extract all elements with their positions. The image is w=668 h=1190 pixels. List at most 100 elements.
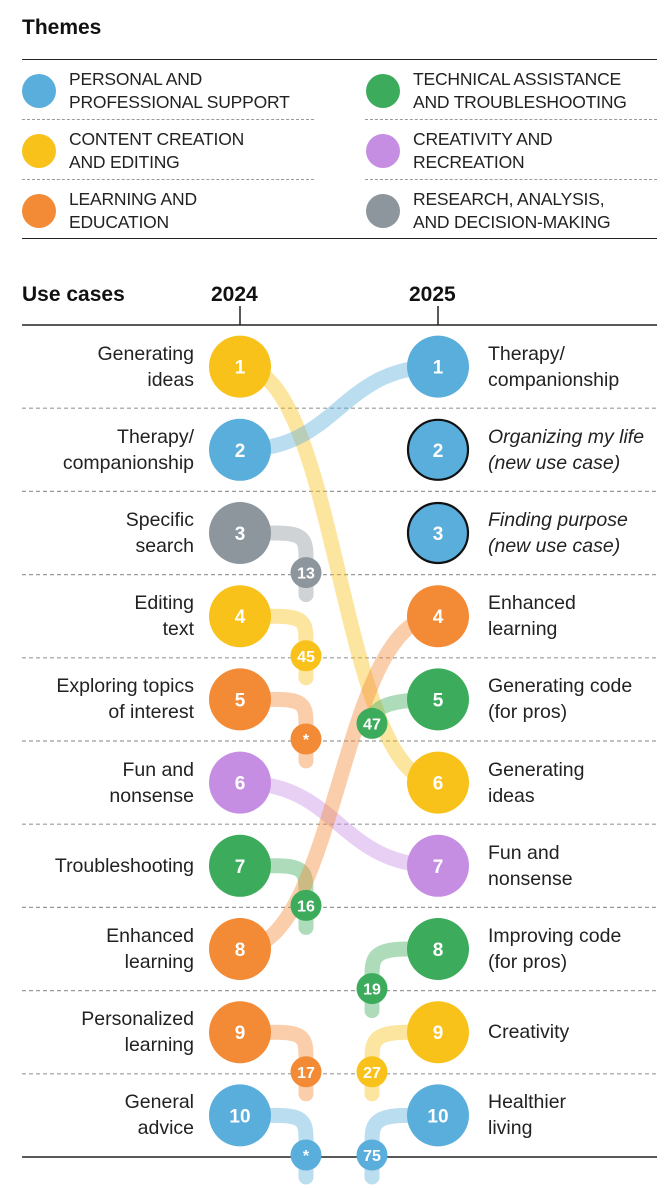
legend-label: CONTENT CREATION AND EDITING bbox=[69, 129, 245, 172]
rank-2025-number: 2 bbox=[433, 441, 444, 462]
rank-2024-number: 8 bbox=[235, 940, 246, 961]
rank-2024-number: 7 bbox=[235, 857, 246, 878]
use-case-2024-label: Enhanced learning bbox=[106, 925, 194, 973]
use-case-2024-label: Fun and nonsense bbox=[109, 758, 194, 807]
themes-bottom-rule bbox=[22, 238, 657, 239]
rank-2025-circle bbox=[407, 585, 469, 648]
year-2024-header: 2024 bbox=[211, 283, 258, 306]
grid-lines bbox=[22, 306, 657, 1158]
legend-swatch bbox=[22, 134, 56, 168]
rank-2025-badge bbox=[290, 640, 322, 672]
rank-2024-circle bbox=[209, 918, 271, 980]
use-case-2024-label: General advice bbox=[124, 1091, 194, 1140]
use-case-2025-label: Improving code (for pros) bbox=[488, 925, 622, 973]
use-case-2025-label: Healthier living bbox=[488, 1091, 567, 1140]
legend-label: TECHNICAL ASSISTANCE AND TROUBLESHOOTING bbox=[413, 69, 627, 112]
rank-2024-circle bbox=[209, 502, 271, 564]
legend-divider bbox=[22, 179, 314, 180]
rank-2024-badge bbox=[356, 1139, 388, 1171]
rank-2025-badge bbox=[290, 1056, 322, 1088]
legend-item-creativity: CREATIVITY AND RECREATION bbox=[366, 122, 666, 178]
rank-2024-badge-label: 27 bbox=[363, 1065, 381, 1082]
legend-divider bbox=[365, 119, 657, 120]
legend-swatch bbox=[366, 74, 400, 108]
rank-ribbons bbox=[232, 359, 446, 1185]
legend-label: CREATIVITY AND RECREATION bbox=[413, 129, 553, 172]
use-case-2025-label: Finding purpose (new use case) bbox=[488, 509, 628, 557]
rank-2025-badge-label: * bbox=[303, 1148, 310, 1165]
use-case-2025-label: Therapy/ companionship bbox=[488, 342, 620, 391]
rank-2025-badge-label: 16 bbox=[297, 898, 315, 915]
rank-ribbon bbox=[232, 608, 446, 957]
rank-2024-number: 2 bbox=[235, 441, 246, 462]
rank-2025-number: 6 bbox=[433, 774, 444, 795]
rank-2024-circle bbox=[209, 834, 271, 897]
rank-2025-circle bbox=[407, 1001, 469, 1064]
rank-2025-circle bbox=[407, 751, 469, 814]
rank-2024-circle bbox=[209, 585, 271, 648]
use-case-2025-label: Creativity bbox=[488, 1021, 570, 1044]
rank-2024-number: 1 bbox=[235, 358, 246, 379]
rank-2024-circle bbox=[209, 335, 271, 398]
rank-2025-badge-label: 45 bbox=[297, 649, 315, 666]
legend-label: PERSONAL AND PROFESSIONAL SUPPORT bbox=[69, 69, 290, 112]
rank-2025-number: 4 bbox=[433, 607, 444, 628]
rank-2025-circle bbox=[407, 335, 469, 398]
rank-2025-number: 9 bbox=[433, 1023, 444, 1044]
use-case-2025-label: Generating ideas bbox=[488, 758, 585, 807]
rank-2025-badge-label: 13 bbox=[297, 566, 315, 583]
rank-2024-number: 4 bbox=[235, 607, 246, 628]
rank-2025-circle bbox=[407, 834, 469, 897]
rank-2025-number: 1 bbox=[433, 358, 444, 379]
use-case-2024-label: Specific search bbox=[125, 509, 194, 557]
rank-2025-number: 7 bbox=[433, 857, 444, 878]
rank-2025-number: 8 bbox=[433, 940, 444, 961]
use-case-2024-label: Personalized learning bbox=[81, 1008, 194, 1057]
legend-divider bbox=[365, 179, 657, 180]
rank-2024-badge-label: 47 bbox=[363, 716, 381, 733]
legend-swatch bbox=[22, 194, 56, 228]
rank-2024-badge-label: 75 bbox=[363, 1148, 381, 1165]
legend-item-personal: PERSONAL AND PROFESSIONAL SUPPORT bbox=[22, 62, 322, 118]
use-case-2025-label: Organizing my life (new use case) bbox=[488, 425, 645, 474]
rank-2024-circle bbox=[209, 751, 271, 814]
rank-2024-number: 9 bbox=[235, 1023, 246, 1044]
rank-2025-number: 3 bbox=[433, 524, 444, 545]
rank-2024-circle bbox=[209, 668, 271, 731]
rank-2024-circle bbox=[209, 418, 271, 481]
rank-2024-circle bbox=[209, 1001, 271, 1064]
rank-2024-circle bbox=[209, 1084, 271, 1147]
rank-ribbon bbox=[232, 775, 446, 874]
legend-item-technical: TECHNICAL ASSISTANCE AND TROUBLESHOOTING bbox=[366, 62, 666, 118]
rank-2024-badge bbox=[356, 707, 388, 739]
rank-2024-badge bbox=[356, 1056, 388, 1088]
rank-2025-badge bbox=[290, 557, 322, 589]
rank-2025-badge-label: * bbox=[303, 732, 310, 749]
rank-2025-circle bbox=[407, 918, 469, 980]
rank-2025-badge bbox=[290, 1139, 322, 1171]
use-case-2024-label: Editing text bbox=[134, 592, 194, 641]
legend-item-learning: LEARNING AND EDUCATION bbox=[22, 182, 322, 238]
rank-2024-number: 10 bbox=[229, 1106, 250, 1127]
rank-2024-number: 5 bbox=[235, 690, 246, 711]
legend-item-research: RESEARCH, ANALYSIS, AND DECISION-MAKING bbox=[366, 182, 666, 238]
legend-label: LEARNING AND EDUCATION bbox=[69, 189, 197, 232]
use-case-2025-label: Generating code (for pros) bbox=[488, 675, 633, 724]
legend-swatch bbox=[366, 194, 400, 228]
legend-label: RESEARCH, ANALYSIS, AND DECISION-MAKING bbox=[413, 189, 611, 232]
rank-2025-badge-label: 17 bbox=[297, 1065, 315, 1082]
legend-item-content: CONTENT CREATION AND EDITING bbox=[22, 122, 322, 178]
rank-2025-circle bbox=[406, 501, 470, 565]
rank-badges: 13 45 * 16 17 * 47 19 27 75 bbox=[290, 557, 388, 1171]
use-case-2024-label: Therapy/ companionship bbox=[62, 425, 194, 474]
rank-2025-circle bbox=[407, 668, 469, 731]
legend-divider bbox=[22, 119, 314, 120]
legend-swatch bbox=[366, 134, 400, 168]
use-cases-header: Use cases bbox=[22, 283, 125, 306]
rank-2025-badge bbox=[290, 723, 322, 755]
rank-ribbon bbox=[232, 359, 446, 791]
year-2025-header: 2025 bbox=[409, 283, 456, 306]
use-case-2024-label: Exploring topics of interest bbox=[56, 675, 194, 724]
rank-2025-badge bbox=[290, 889, 322, 921]
themes-title: Themes bbox=[22, 16, 102, 39]
